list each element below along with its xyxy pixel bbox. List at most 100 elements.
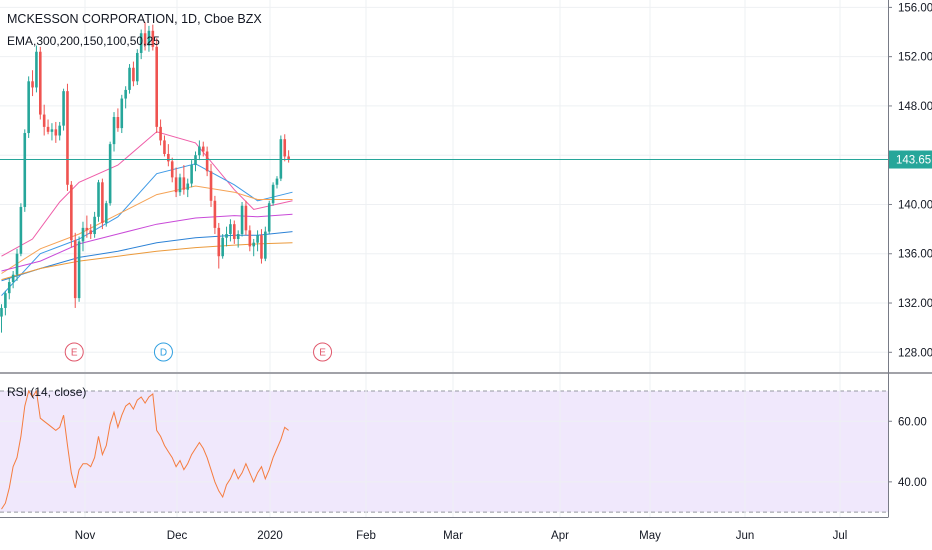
earnings-marker-label: E bbox=[71, 348, 78, 359]
time-tick-label: Jun bbox=[736, 530, 755, 542]
candle-body[interactable] bbox=[147, 30, 151, 46]
candle-body[interactable] bbox=[81, 227, 85, 242]
ema-line bbox=[1, 185, 293, 274]
candle-body[interactable] bbox=[19, 206, 23, 254]
candle-body[interactable] bbox=[50, 129, 54, 132]
candle-body[interactable] bbox=[73, 240, 77, 299]
ema-line bbox=[1, 242, 293, 281]
candle-body[interactable] bbox=[170, 161, 174, 178]
candle-body[interactable] bbox=[163, 140, 166, 154]
candle-body[interactable] bbox=[213, 200, 217, 228]
last-price-badge bbox=[889, 150, 932, 169]
candle-body[interactable] bbox=[66, 91, 69, 185]
candle-body[interactable] bbox=[229, 224, 232, 235]
candle-body[interactable] bbox=[186, 183, 190, 190]
candle-body[interactable] bbox=[31, 81, 34, 88]
candle-body[interactable] bbox=[260, 235, 263, 259]
candle-body[interactable] bbox=[97, 182, 100, 217]
candle-body[interactable] bbox=[108, 144, 112, 204]
candle-body[interactable] bbox=[23, 133, 27, 207]
candle-body[interactable] bbox=[248, 230, 252, 247]
candle-body[interactable] bbox=[225, 234, 228, 238]
candle-body[interactable] bbox=[205, 151, 209, 172]
candle-body[interactable] bbox=[39, 51, 42, 115]
candle-body[interactable] bbox=[15, 253, 19, 275]
candle-body[interactable] bbox=[198, 146, 201, 156]
candle-body[interactable] bbox=[201, 146, 205, 152]
candle-body[interactable] bbox=[54, 129, 58, 136]
candle-body[interactable] bbox=[143, 33, 147, 46]
candle-body[interactable] bbox=[275, 178, 279, 185]
candle-body[interactable] bbox=[139, 33, 143, 53]
ema-line bbox=[1, 213, 293, 272]
candle-body[interactable] bbox=[104, 203, 108, 223]
candle-body[interactable] bbox=[159, 126, 162, 141]
candle-body[interactable] bbox=[62, 91, 65, 126]
candle-body[interactable] bbox=[283, 139, 287, 157]
time-tick-label: May bbox=[639, 530, 661, 542]
candle-body[interactable] bbox=[124, 89, 127, 99]
chart-title: MCKESSON CORPORATION, 1D, Cboe BZX bbox=[7, 12, 262, 26]
candle-body[interactable] bbox=[132, 67, 135, 82]
candle-body[interactable] bbox=[151, 30, 155, 47]
candle-body[interactable] bbox=[112, 117, 116, 145]
ema-indicator-label[interactable]: EMA,300,200,150,100,50,25 bbox=[7, 34, 160, 48]
candle-body[interactable] bbox=[236, 234, 240, 239]
candle-body[interactable] bbox=[93, 216, 96, 235]
candle-body[interactable] bbox=[46, 126, 50, 132]
candle-body[interactable] bbox=[267, 203, 271, 232]
time-tick-label: Jul bbox=[833, 530, 848, 542]
candle-body[interactable] bbox=[287, 156, 290, 160]
time-tick-label: Feb bbox=[356, 530, 376, 542]
earnings-marker[interactable] bbox=[313, 342, 333, 362]
candle-body[interactable] bbox=[264, 231, 267, 259]
candle-body[interactable] bbox=[4, 293, 7, 308]
candle-body[interactable] bbox=[174, 177, 178, 193]
candle-body[interactable] bbox=[271, 184, 275, 204]
candle-body[interactable] bbox=[0, 307, 3, 317]
price-tick-label: 140.00 bbox=[898, 199, 932, 211]
dividend-marker-label: D bbox=[160, 348, 167, 359]
earnings-marker[interactable] bbox=[64, 342, 84, 362]
candle-body[interactable] bbox=[178, 177, 182, 193]
candle-body[interactable] bbox=[11, 274, 15, 283]
candle-body[interactable] bbox=[256, 235, 259, 243]
time-tick-label: Nov bbox=[75, 530, 96, 542]
rsi-indicator-label[interactable]: RSI (14, close) bbox=[7, 385, 87, 399]
earnings-marker-label: E bbox=[319, 348, 326, 359]
candle-body[interactable] bbox=[190, 165, 193, 184]
price-tick-label: 156.00 bbox=[898, 2, 932, 14]
rsi-band bbox=[0, 390, 888, 513]
candle-body[interactable] bbox=[77, 241, 81, 299]
candle-body[interactable] bbox=[27, 81, 30, 134]
candle-body[interactable] bbox=[182, 177, 186, 190]
candle-body[interactable] bbox=[85, 227, 89, 231]
candle-body[interactable] bbox=[244, 205, 248, 231]
candle-body[interactable] bbox=[136, 52, 139, 82]
candle-body[interactable] bbox=[194, 155, 197, 166]
candle-body[interactable] bbox=[167, 153, 170, 162]
candle-body[interactable] bbox=[116, 117, 120, 129]
candle-body[interactable] bbox=[42, 114, 46, 127]
candle-body[interactable] bbox=[101, 182, 104, 223]
candle-body[interactable] bbox=[233, 224, 236, 239]
candle-body[interactable] bbox=[279, 139, 283, 179]
time-tick-label: Apr bbox=[551, 530, 569, 542]
dividend-marker[interactable] bbox=[153, 342, 173, 362]
candle-body[interactable] bbox=[252, 242, 255, 247]
candle-body[interactable] bbox=[217, 227, 221, 257]
candle-body[interactable] bbox=[89, 230, 93, 235]
candle-body[interactable] bbox=[128, 67, 131, 90]
candle-body[interactable] bbox=[240, 205, 244, 235]
rsi-line bbox=[1, 389, 289, 510]
candle-body[interactable] bbox=[7, 282, 11, 294]
candle-body[interactable] bbox=[58, 125, 61, 136]
candle-body[interactable] bbox=[35, 51, 38, 88]
candle-body[interactable] bbox=[155, 46, 158, 127]
candle-body[interactable] bbox=[221, 237, 224, 257]
candle-body[interactable] bbox=[120, 98, 124, 129]
candle-body[interactable] bbox=[209, 171, 213, 201]
candle-body[interactable] bbox=[70, 184, 73, 241]
price-tick-label: 148.00 bbox=[898, 101, 932, 113]
